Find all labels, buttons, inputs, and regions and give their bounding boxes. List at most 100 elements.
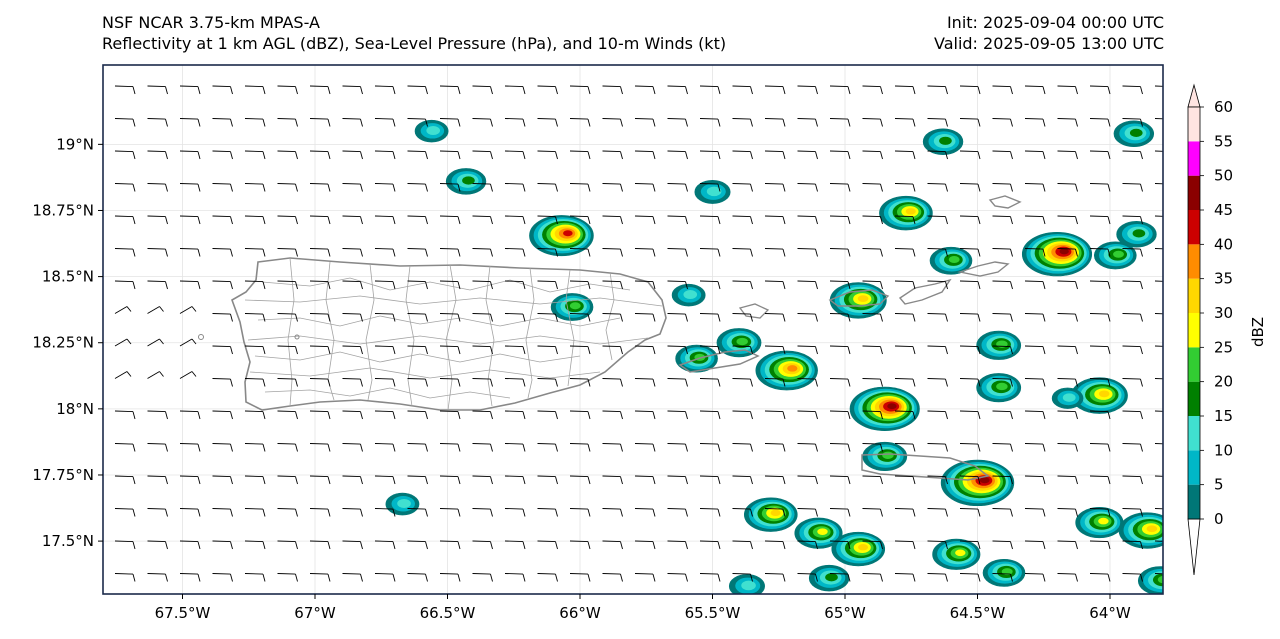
barb-flag [815,313,818,322]
barb-staff [862,410,881,413]
barb-staff [699,573,719,575]
wind-barb [862,313,883,322]
barb-staff [862,183,881,185]
barb-flag [1010,248,1013,257]
barb-staff [147,443,166,445]
reflectivity-contour [1113,250,1124,258]
barb-flag [327,313,331,322]
barb-flag [1173,87,1175,94]
barb-staff [244,183,264,185]
barb-flag [685,248,688,257]
wind-barb [894,378,916,387]
barb-staff [1057,313,1076,315]
barb-flag [717,346,721,355]
barb-flag [782,508,786,517]
barb-flag [685,86,688,95]
barb-flag [555,281,558,290]
barb-flag [1010,86,1013,95]
barb-flag [522,313,526,322]
barb-staff [212,475,231,478]
barb-flag [555,378,558,387]
wind-barb [1154,280,1163,282]
wind-barb [1122,345,1143,355]
barb-staff [1024,410,1044,413]
wind-barb [1122,313,1143,322]
wind-barb [634,573,656,582]
barb-staff [699,280,719,283]
reflectivity-contour [1062,393,1076,402]
barb-flag [1140,183,1143,192]
wind-barb [1089,508,1111,517]
wind-barb [927,183,948,192]
wind-barb [537,573,558,582]
barb-flag [847,443,851,452]
barb-flag [652,313,656,322]
barb-staff [179,280,199,283]
barb-staff [244,85,264,88]
wind-barb [277,378,298,387]
reflectivity-contour [1098,390,1110,398]
barb-flag [197,216,201,225]
barb-flag [197,118,201,127]
wind-barb [407,183,428,192]
reflectivity-cell [932,538,981,570]
wind-barb [342,475,363,485]
map-times: Init: 2025-09-04 00:00 UTC Valid: 2025-0… [934,12,1164,54]
barb-staff [1089,215,1109,218]
barb-flag [360,248,363,257]
wind-barb [862,378,883,387]
barb-staff [374,345,394,348]
barb-flag [750,86,753,95]
barb-flag [587,378,591,387]
barb-staff [212,573,231,575]
barb-flag [132,281,136,290]
barb-staff [667,118,686,120]
barb-staff [699,540,719,543]
barb-staff [1154,475,1163,477]
barb-flag [165,86,168,95]
wind-barb [342,118,363,127]
barb-staff [1089,410,1109,413]
barb-flag [750,573,753,582]
barb-flag [717,508,721,517]
reflectivity-cell [976,330,1022,360]
barb-flag [425,151,428,160]
wind-barb [537,345,558,355]
barb-staff [1122,540,1141,543]
barb-staff [407,345,426,348]
barb-flag [392,443,396,452]
wind-barb [1154,410,1163,412]
wind-barb [1154,215,1163,217]
barb-staff [472,280,491,283]
reflectivity-contour [1132,229,1146,238]
barb-staff [829,378,849,380]
wind-barb [927,118,948,127]
wind-barb [114,540,136,550]
barb-staff [959,313,979,315]
reflectivity-contour [706,186,722,197]
barb-flag [945,151,948,160]
wind-barb [342,410,363,420]
barb-staff [374,118,394,120]
wind-barb [179,280,201,290]
wind-barb [342,280,363,290]
barb-flag [880,151,883,160]
wind-barb [179,248,201,257]
wind-barb [407,345,428,355]
barb-flag [457,378,461,387]
barb-flag [815,281,818,290]
barb-staff [342,118,361,120]
barb-flag [652,443,656,452]
wind-barb [634,118,656,127]
wind-barb [959,443,981,452]
wind-barb [569,540,591,550]
barb-staff [374,540,394,543]
barb-flag [620,378,623,387]
barb-flag [912,118,916,127]
wind-barb [147,573,168,582]
wind-barb [472,540,493,550]
barb-staff [894,280,914,283]
wind-barb [1154,183,1163,185]
barb-staff [244,345,264,348]
barb-staff [569,248,589,250]
